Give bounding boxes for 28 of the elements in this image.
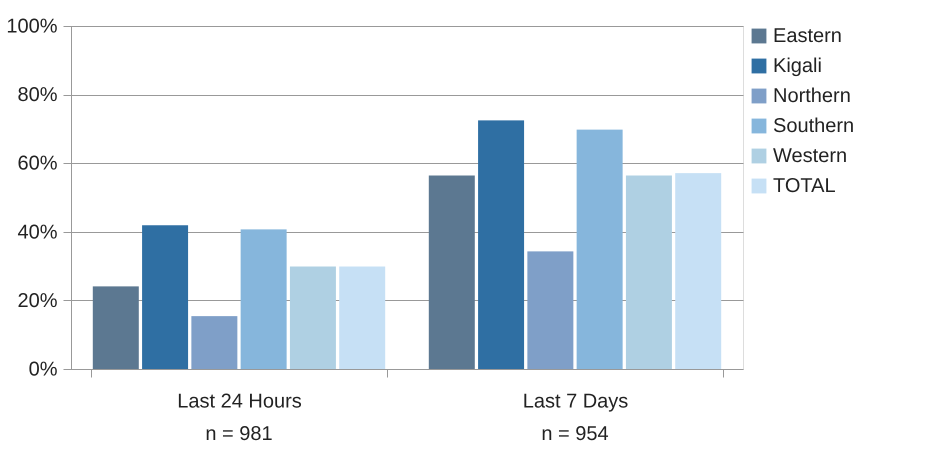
bar (339, 266, 386, 369)
bar (191, 316, 238, 369)
y-tick-label: 0% (28, 358, 58, 380)
bar (92, 286, 139, 369)
y-tick-label: 40% (17, 221, 58, 244)
bar (527, 251, 574, 369)
legend-label: Northern (773, 85, 851, 107)
y-tick-label: 80% (17, 84, 58, 106)
legend-label: TOTAL (773, 175, 836, 197)
y-tick-label: 20% (17, 290, 58, 312)
text: n = 981 (205, 423, 273, 445)
bar (478, 120, 524, 369)
bar (240, 229, 287, 369)
x-tick-label: Last 7 Days (522, 390, 628, 412)
y-tick-label: 60% (17, 152, 58, 175)
bar (428, 176, 475, 369)
legend-label: Southern (773, 115, 854, 137)
bar (576, 130, 623, 369)
bar (142, 225, 188, 369)
legend-label: Western (773, 145, 848, 167)
legend-label: Eastern (773, 25, 842, 47)
bar (626, 176, 672, 369)
x-tick-label: Last 24 Hours (177, 390, 302, 412)
text: n = 954 (541, 423, 609, 445)
bar (675, 173, 722, 369)
bar (290, 266, 336, 369)
y-tick-label: 100% (6, 16, 58, 38)
legend-label: Kigali (773, 55, 822, 77)
